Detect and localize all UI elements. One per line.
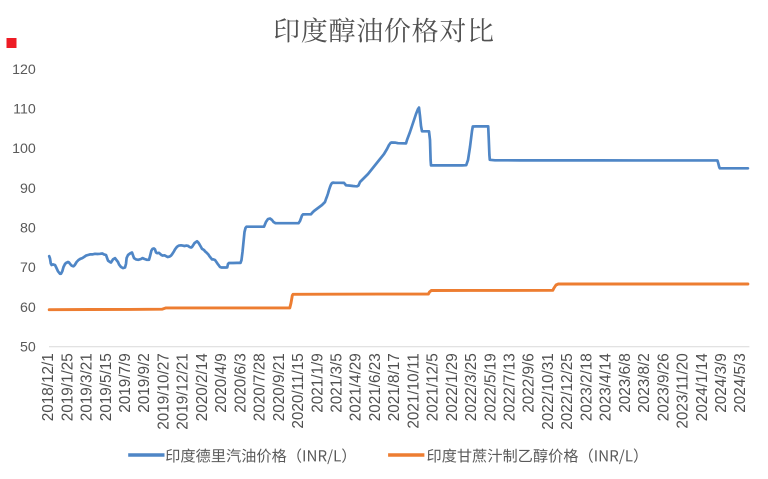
svg-text:2020/7/28: 2020/7/28	[252, 353, 269, 421]
svg-text:2018/12/1: 2018/12/1	[40, 353, 57, 421]
svg-text:2021/10/11: 2021/10/11	[405, 353, 422, 428]
svg-text:2020/2/14: 2020/2/14	[194, 353, 211, 422]
svg-text:2022/3/25: 2022/3/25	[463, 353, 480, 421]
svg-text:2019/7/9: 2019/7/9	[117, 353, 134, 413]
svg-text:2023/4/14: 2023/4/14	[598, 353, 615, 422]
svg-text:2021/6/23: 2021/6/23	[367, 353, 384, 421]
svg-text:2022/1/29: 2022/1/29	[444, 353, 461, 421]
svg-text:2022/5/19: 2022/5/19	[482, 353, 499, 421]
svg-text:70: 70	[20, 260, 36, 276]
svg-text:2021/12/5: 2021/12/5	[425, 353, 442, 421]
svg-text:2021/1/9: 2021/1/9	[309, 353, 326, 413]
svg-text:2023/8/2: 2023/8/2	[636, 353, 653, 413]
svg-text:2023/6/8: 2023/6/8	[617, 353, 634, 413]
svg-text:100: 100	[12, 141, 36, 157]
svg-text:2019/3/21: 2019/3/21	[79, 353, 96, 421]
svg-text:2024/5/3: 2024/5/3	[732, 353, 749, 413]
svg-text:2020/9/21: 2020/9/21	[271, 353, 288, 421]
svg-text:2020/4/9: 2020/4/9	[213, 353, 230, 413]
svg-text:120: 120	[12, 62, 36, 78]
svg-text:2022/9/6: 2022/9/6	[521, 353, 538, 413]
svg-text:90: 90	[20, 181, 36, 197]
svg-text:50: 50	[20, 339, 36, 355]
svg-text:2019/9/2: 2019/9/2	[136, 353, 153, 413]
svg-text:2022/10/31: 2022/10/31	[540, 353, 557, 430]
svg-text:2023/9/26: 2023/9/26	[655, 353, 672, 421]
svg-text:2019/1/25: 2019/1/25	[59, 353, 76, 421]
svg-text:2021/4/29: 2021/4/29	[348, 353, 365, 421]
svg-text:2019/12/21: 2019/12/21	[175, 353, 192, 430]
svg-text:60: 60	[20, 300, 36, 316]
svg-text:2021/8/17: 2021/8/17	[386, 353, 403, 421]
svg-text:2019/10/27: 2019/10/27	[155, 353, 172, 430]
svg-text:2024/3/9: 2024/3/9	[713, 353, 730, 413]
svg-text:2023/11/20: 2023/11/20	[675, 353, 692, 428]
svg-text:110: 110	[13, 102, 36, 118]
svg-text:2022/7/13: 2022/7/13	[502, 353, 519, 421]
svg-text:2020/11/15: 2020/11/15	[290, 353, 307, 428]
svg-text:2024/1/14: 2024/1/14	[694, 353, 711, 422]
svg-text:2022/12/25: 2022/12/25	[559, 353, 576, 430]
svg-text:2021/3/5: 2021/3/5	[328, 353, 345, 413]
svg-text:2023/2/18: 2023/2/18	[578, 353, 595, 421]
svg-text:2020/6/3: 2020/6/3	[232, 353, 249, 413]
svg-text:2019/5/15: 2019/5/15	[98, 353, 115, 421]
svg-text:80: 80	[20, 220, 36, 236]
